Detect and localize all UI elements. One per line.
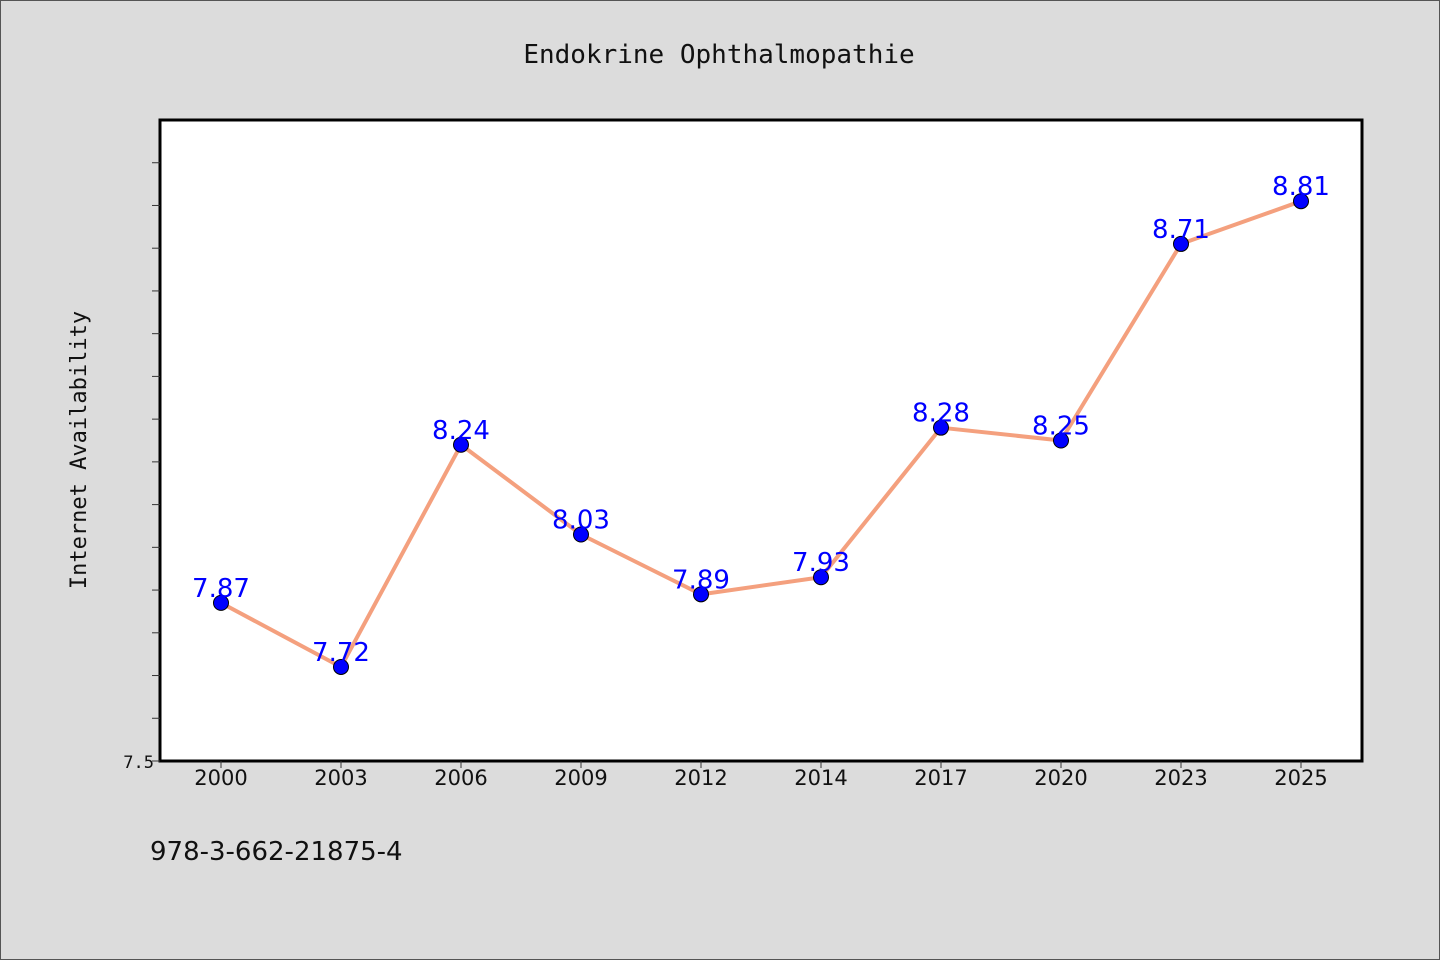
data-point [213, 594, 229, 611]
y-axis-ticks: 7.5 [123, 162, 160, 773]
data-point [453, 436, 469, 453]
data-label: 7.72 [312, 638, 370, 668]
x-tick-label: 2006 [434, 766, 487, 790]
footnote-isbn: 978-3-662-21875-4 [150, 837, 403, 867]
data-label: 8.03 [552, 506, 610, 536]
data-label: 8.25 [1032, 412, 1090, 442]
x-tick-label: 2003 [314, 766, 367, 790]
data-label: 7.89 [672, 565, 730, 595]
data-point [573, 526, 589, 543]
data-point [1053, 432, 1069, 449]
series-line [219, 199, 1303, 669]
data-point [813, 569, 829, 586]
data-point [333, 658, 349, 675]
data-point [693, 586, 709, 603]
x-tick-label: 2025 [1274, 766, 1327, 790]
data-markers [213, 193, 1309, 675]
chart-title: Endokrine Ophthalmopathie [523, 40, 914, 70]
x-tick-label: 2023 [1154, 766, 1207, 790]
x-tick-label: 2000 [194, 766, 247, 790]
data-point [1173, 235, 1189, 252]
data-point [933, 419, 949, 436]
data-label: 7.93 [792, 548, 850, 578]
x-axis-ticks: 2000 2003 2006 2009 2012 2014 2017 2020 2023 2025 [194, 761, 1328, 790]
data-labels: 7.87 7.72 8.24 8.03 7.89 7.93 8.28 8.25 8.71 8.81 [192, 172, 1330, 668]
data-label: 8.71 [1152, 215, 1210, 245]
x-tick-label: 2020 [1034, 766, 1087, 790]
x-tick-label: 2017 [914, 766, 967, 790]
data-label: 8.81 [1272, 172, 1330, 202]
x-tick-label: 2014 [794, 766, 847, 790]
data-label: 8.28 [912, 399, 970, 429]
series-line-group [219, 199, 1303, 669]
x-tick-label: 2009 [554, 766, 607, 790]
plot-area [158, 118, 1364, 763]
data-label: 8.24 [432, 416, 490, 446]
y-axis-label: Internet Availability [67, 311, 92, 589]
data-point [1293, 193, 1309, 210]
data-label: 7.87 [192, 574, 250, 604]
y-tick-label: 7.5 [123, 753, 154, 773]
x-tick-label: 2012 [674, 766, 727, 790]
